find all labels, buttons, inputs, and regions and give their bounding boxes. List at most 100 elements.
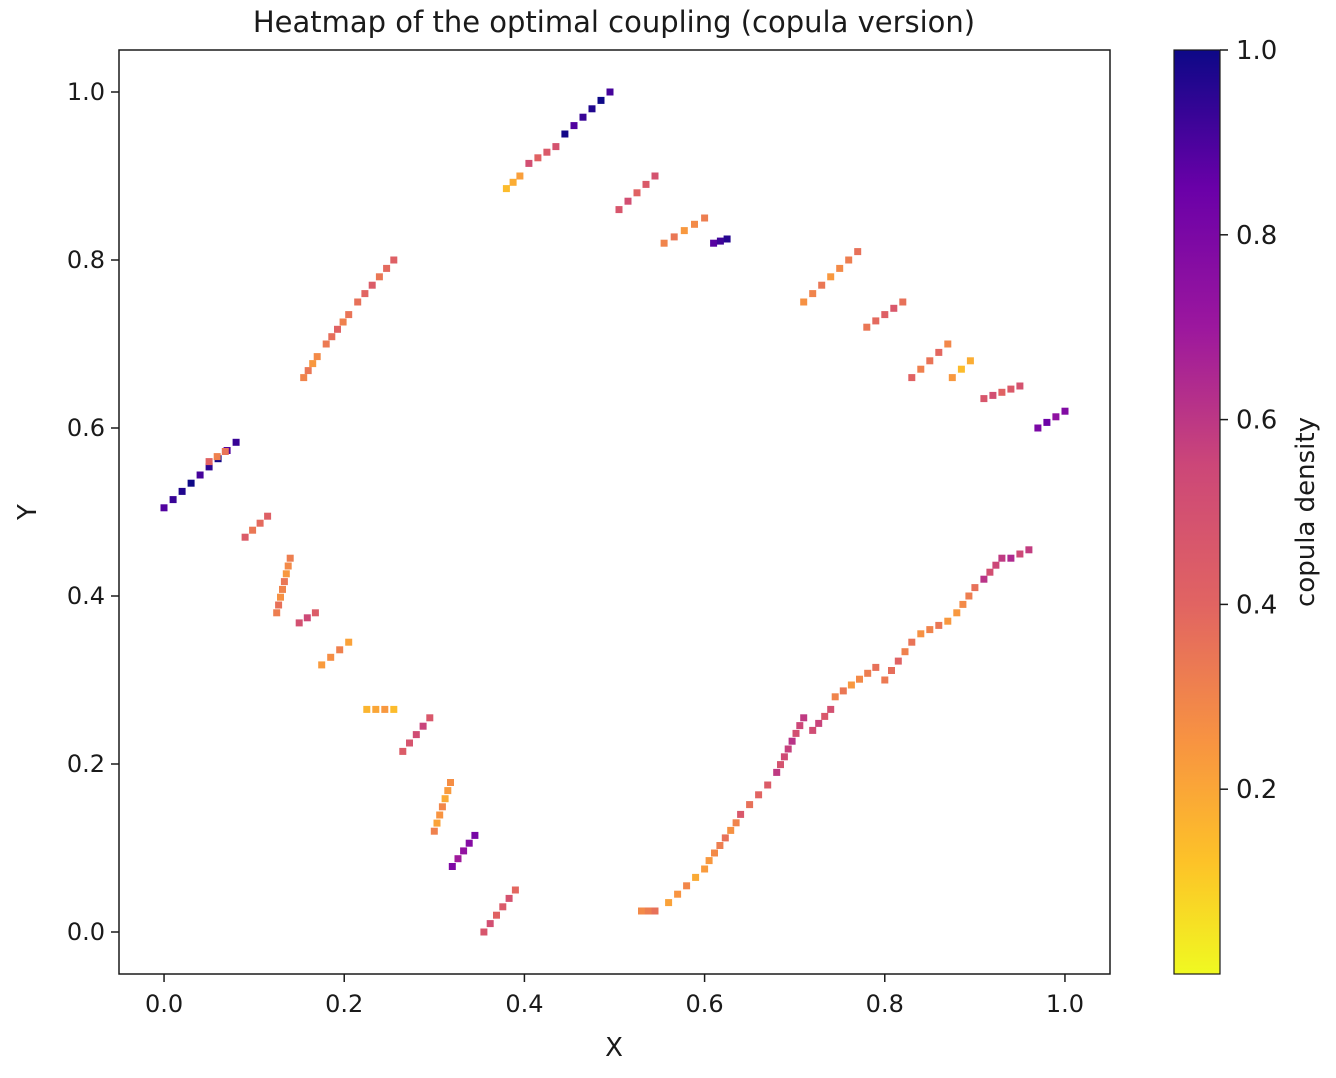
heatmap-cell — [1043, 418, 1051, 426]
heatmap-cell — [642, 180, 650, 188]
heatmap-cell — [683, 882, 691, 890]
heatmap-cell — [800, 714, 808, 722]
heatmap-cell — [800, 298, 808, 306]
x-tick-label: 0.6 — [686, 990, 724, 1018]
colorbar-tick-label: 1.0 — [1236, 36, 1277, 66]
heatmap-cell — [486, 920, 494, 928]
heatmap-cell — [944, 617, 952, 625]
heatmap-cell — [196, 471, 204, 479]
heatmap-cell — [894, 657, 902, 665]
heatmap-cell — [327, 653, 335, 661]
y-tick-label: 0.0 — [67, 918, 105, 946]
heatmap-cell — [480, 928, 488, 936]
heatmap-cell — [624, 197, 632, 205]
heatmap-cell — [448, 863, 456, 870]
heatmap-cell — [665, 899, 673, 907]
heatmap-cell — [716, 237, 724, 245]
heatmap-cell — [965, 592, 973, 600]
heatmap-cell — [908, 638, 916, 646]
heatmap-cell — [926, 357, 934, 365]
heatmap-cell — [169, 496, 177, 504]
heatmap-cell — [827, 273, 835, 281]
heatmap-cell — [1025, 546, 1033, 554]
heatmap-cell — [845, 256, 853, 264]
heatmap-cell — [847, 681, 855, 689]
heatmap-cell — [205, 463, 213, 471]
heatmap-cell — [339, 318, 347, 326]
y-tick-label: 0.4 — [67, 582, 105, 610]
heatmap-cell — [433, 819, 441, 827]
heatmap-cell — [723, 235, 731, 243]
heatmap-cell — [588, 105, 596, 113]
heatmap-cell — [426, 714, 434, 722]
heatmap-cell — [854, 248, 862, 256]
heatmap-cell — [796, 722, 804, 730]
heatmap-cell — [280, 578, 288, 586]
heatmap-cell — [499, 903, 507, 911]
heatmap-cell — [784, 745, 792, 753]
heatmap-cell — [692, 873, 700, 881]
heatmap-cell — [516, 172, 524, 180]
heatmap-cell — [505, 894, 513, 902]
chart-title: Heatmap of the optimal coupling (copula … — [253, 5, 975, 39]
heatmap-cell — [839, 687, 847, 695]
heatmap-cell — [543, 148, 551, 156]
colorbar-ticks: 0.2 0.4 0.6 0.8 1.0 — [1220, 36, 1277, 805]
heatmap-cell — [998, 388, 1006, 396]
heatmap-cell — [872, 317, 880, 325]
heatmap-cell — [651, 907, 659, 915]
heatmap-cell — [438, 803, 446, 811]
heatmap-cell — [1007, 385, 1015, 393]
heatmap-cell — [295, 619, 303, 627]
heatmap-cell — [901, 648, 909, 656]
heatmap-cell — [721, 834, 729, 842]
heatmap-cell — [354, 298, 362, 306]
heatmap-cell — [561, 130, 569, 138]
heatmap-cell — [716, 842, 724, 849]
heatmap-cell — [390, 705, 398, 713]
heatmap-cell — [917, 630, 925, 638]
heatmap-cell — [509, 178, 517, 186]
heatmap-cell — [1016, 550, 1024, 558]
heatmap-cell — [279, 585, 286, 593]
heatmap-cell — [890, 304, 898, 312]
heatmap-cell — [345, 311, 353, 319]
heatmap-cell — [953, 609, 961, 617]
heatmap-cell — [680, 227, 688, 235]
heatmap-cell — [178, 487, 186, 495]
heatmap-cell — [241, 533, 249, 541]
heatmap-cell — [273, 609, 281, 617]
heatmap-cell — [534, 154, 542, 162]
heatmap-cell — [670, 233, 678, 241]
heatmap-cell — [264, 512, 272, 520]
heatmap-cell — [361, 290, 369, 298]
heatmap-cell — [777, 761, 784, 769]
heatmap-cell — [502, 185, 510, 193]
heatmap-cell — [809, 726, 817, 734]
heatmap-cell — [511, 886, 519, 894]
heatmap-cell — [1007, 554, 1015, 562]
y-axis-ticks: 0.0 0.2 0.4 0.6 0.8 1.0 — [67, 78, 119, 946]
heatmap-cell — [447, 779, 454, 786]
heatmap-cell — [441, 795, 449, 803]
heatmap-cell — [899, 298, 907, 306]
heatmap-cell — [412, 731, 420, 739]
colorbar-tick-label: 0.8 — [1236, 221, 1277, 251]
heatmap-cell — [691, 220, 698, 228]
heatmap-cell — [701, 865, 709, 873]
heatmap-cell — [660, 239, 668, 247]
heatmap-cell — [959, 600, 967, 608]
heatmap-cell — [303, 614, 311, 622]
heatmap-cell — [638, 907, 645, 915]
heatmap-cell — [711, 849, 718, 857]
heatmap-cell — [205, 458, 213, 466]
heatmap-cell — [827, 705, 835, 713]
heatmap-cell — [383, 264, 391, 272]
x-tick-label: 0.4 — [505, 990, 543, 1018]
heatmap-cell — [406, 739, 413, 747]
heatmap-cell — [773, 768, 781, 776]
heatmap-cell — [957, 365, 965, 373]
heatmap-cell — [471, 831, 479, 839]
heatmap-cell — [597, 96, 605, 104]
heatmap-cell — [727, 826, 735, 834]
